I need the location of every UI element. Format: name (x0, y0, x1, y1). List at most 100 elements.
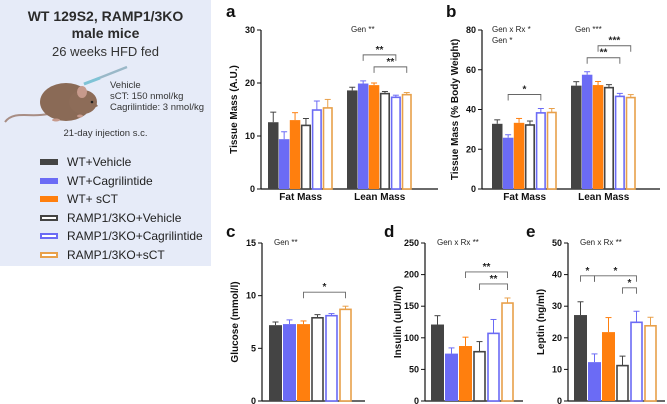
significance-bracket (597, 45, 632, 52)
significance-label: * (323, 282, 327, 293)
legend-item: WT+Cagrilintide (40, 172, 203, 191)
y-tick-label: 40 (552, 270, 562, 280)
y-axis-title: Tissue Mass (% Body Weight) (450, 39, 461, 180)
significance-label: ** (376, 45, 384, 56)
x-category-label: Fat Mass (279, 192, 322, 203)
bar (644, 324, 657, 402)
significance-label: ** (600, 48, 608, 59)
bar (616, 364, 629, 402)
y-tick-label: 50 (409, 364, 419, 374)
chart-panel-c: c 0 5 10 15 Glucose (mmol/l) Gen ** * (226, 222, 365, 404)
y-axis-title: Insulin (uIU/ml) (393, 286, 404, 358)
bar (379, 92, 390, 190)
bar (630, 321, 643, 402)
significance-label: * (586, 266, 590, 277)
legend-item: WT+ sCT (40, 190, 203, 209)
y-tick-label: 10 (245, 131, 255, 141)
legend-item: WT+Vehicle (40, 153, 203, 172)
y-tick-label: 60 (466, 65, 476, 75)
bar (445, 353, 458, 401)
bar (311, 316, 324, 402)
legend-label: RAMP1/3KO+Cagrilintide (67, 229, 203, 244)
y-tick-label: 250 (404, 238, 419, 248)
significance-bracket (465, 271, 508, 278)
study-subtitle: 26 weeks HFD fed (52, 44, 159, 59)
bar (269, 325, 282, 401)
y-tick-label: 10 (246, 291, 256, 301)
legend-label: RAMP1/3KO+Vehicle (67, 210, 182, 225)
panel-letter: e (526, 222, 535, 241)
study-title-line2: male mice (71, 25, 140, 41)
significance-label: * (614, 266, 618, 277)
chart-panel-a: a 0 10 20 30 Tissue Mass (A.U.) Fat Mass Lean M… (226, 2, 438, 203)
bar (581, 74, 593, 189)
bar (300, 124, 311, 190)
legend-label: RAMP1/3KO+sCT (67, 247, 165, 262)
bar (524, 124, 535, 190)
bar (289, 120, 301, 189)
bar (311, 109, 322, 190)
bar (368, 85, 380, 189)
y-tick-label: 0 (471, 184, 476, 194)
significance-label: * (628, 278, 632, 289)
stat-annotation: Gen ** (274, 238, 298, 247)
y-tick-label: 30 (245, 25, 255, 35)
significance-label: ** (490, 274, 498, 285)
y-tick-label: 200 (404, 270, 419, 280)
bar (492, 123, 503, 189)
y-tick-label: 0 (251, 396, 256, 404)
significance-bracket (507, 94, 542, 101)
y-tick-label: 15 (246, 238, 256, 248)
significance-bracket (594, 275, 637, 282)
significance-label: ** (483, 262, 491, 273)
legend-swatch (40, 196, 58, 203)
significance-bracket (303, 291, 346, 299)
stat-annotation: Gen *** (575, 25, 602, 34)
legend-swatch (40, 251, 58, 258)
x-category-label: Lean Mass (578, 192, 630, 203)
bar (347, 90, 358, 189)
y-tick-label: 0 (414, 396, 419, 404)
y-tick-label: 20 (552, 333, 562, 343)
y-axis-title: Glucose (mmol/l) (230, 281, 241, 362)
stat-annotation: Gen x Rx * (492, 25, 531, 34)
significance-bracket (479, 283, 508, 290)
significance-label: *** (609, 36, 621, 47)
significance-bracket (622, 287, 637, 294)
bar (325, 314, 338, 402)
bar (268, 122, 279, 189)
chart-panel-e: e 0 10 20 30 40 50 Leptin (ng/ml) Gen x Rx ** * * * (526, 222, 665, 404)
y-tick-label: 30 (552, 301, 562, 311)
bar (473, 350, 486, 402)
bar (588, 362, 601, 401)
y-tick-label: 40 (466, 105, 476, 115)
y-tick-label: 50 (552, 238, 562, 248)
y-tick-label: 0 (250, 184, 255, 194)
legend-item: RAMP1/3KO+Cagrilintide (40, 227, 203, 246)
injection-info: 21-day injection s.c. (63, 128, 148, 139)
panel-letter: d (384, 222, 394, 241)
significance-label: ** (387, 57, 395, 68)
y-axis-title: Leptin (ng/ml) (536, 289, 547, 355)
bar (487, 332, 500, 402)
dose-info: Vehicle sCT: 150 nmol/kg Cagrilintide: 3… (110, 80, 204, 113)
chart-panel-b: b 0 20 40 60 80 Tissue Mass (% Body Weight) Fat… (446, 2, 660, 203)
panel-letter: b (446, 2, 456, 21)
bar (297, 324, 310, 401)
bar (625, 96, 636, 190)
y-tick-label: 100 (404, 333, 419, 343)
bar (283, 324, 296, 401)
bar (390, 96, 401, 190)
panel-letter: a (226, 2, 236, 21)
stat-annotation: Gen ** (351, 25, 375, 34)
y-tick-label: 20 (245, 78, 255, 88)
significance-bracket (373, 66, 408, 73)
bar (501, 302, 514, 402)
bar (603, 86, 614, 190)
y-tick-label: 80 (466, 25, 476, 35)
dose-line-cagrilintide: Cagrilintide: 3 nmol/kg (110, 102, 204, 113)
bar (546, 111, 557, 190)
stat-annotation: Gen * (492, 36, 512, 45)
x-category-label: Lean Mass (354, 192, 406, 203)
legend-label: WT+ sCT (67, 192, 118, 207)
